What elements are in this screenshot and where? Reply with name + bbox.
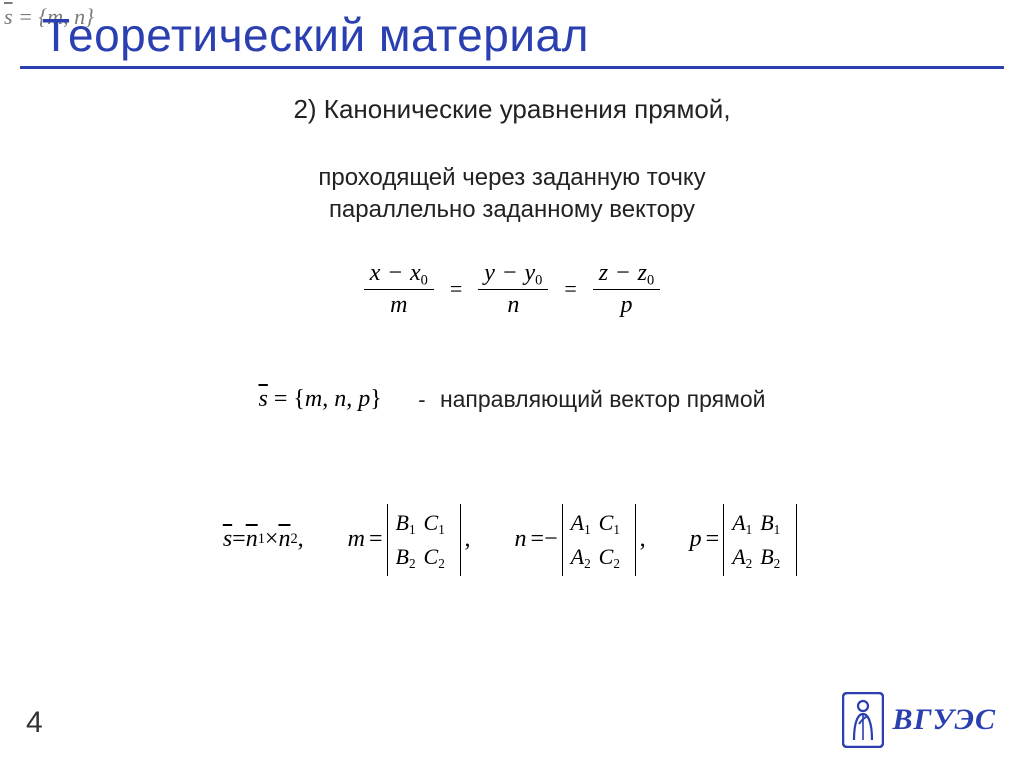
slide: s = {m, n} Теоретический материал 2) Кан…: [0, 0, 1024, 768]
fraction-y: y − y0 n: [474, 258, 552, 320]
equals-1: =: [442, 276, 470, 302]
cross-product: s = n1 × n2 ,: [223, 526, 304, 553]
fraction-z: z − z0 p: [589, 258, 664, 320]
subtitle2-line2: параллельно заданному вектору: [329, 196, 695, 223]
direction-vector-label: - направляющий вектор прямой: [386, 386, 765, 413]
logo-text: ВГУЭС: [892, 703, 996, 737]
determinant-n: n = − A1C1 A2C2 ,: [515, 504, 646, 576]
direction-vector-formula: s = {m, n, p}: [258, 386, 381, 413]
subtitle-2: проходящей через заданную точку параллел…: [0, 162, 1024, 227]
logo: ВГУЭС: [842, 692, 996, 748]
subtitle-1: 2) Канонические уравнения прямой,: [0, 94, 1024, 125]
determinant-p: p = A1B1 A2B2: [690, 504, 802, 576]
dash: -: [410, 387, 433, 412]
subtitle2-line1: проходящей через заданную точку: [318, 164, 705, 191]
direction-vector-row: s = {m, n, p} - направляющий вектор прям…: [0, 386, 1024, 413]
watermark-s: s: [4, 4, 13, 29]
slide-title: Теоретический материал: [42, 8, 589, 62]
canonical-equation: x − x0 m = y − y0 n = z − z0 p: [0, 258, 1024, 320]
determinant-m: m = B1C1 B2C2 ,: [348, 504, 471, 576]
page-number: 4: [26, 706, 43, 740]
determinants-row: s = n1 × n2 , m = B1C1 B2C2 , n = − A1C1…: [0, 504, 1024, 576]
equals-2: =: [556, 276, 584, 302]
logo-icon: [842, 692, 884, 748]
title-underline: [20, 66, 1004, 69]
fraction-x: x − x0 m: [360, 258, 438, 320]
direction-vector-text: направляющий вектор прямой: [440, 386, 766, 412]
